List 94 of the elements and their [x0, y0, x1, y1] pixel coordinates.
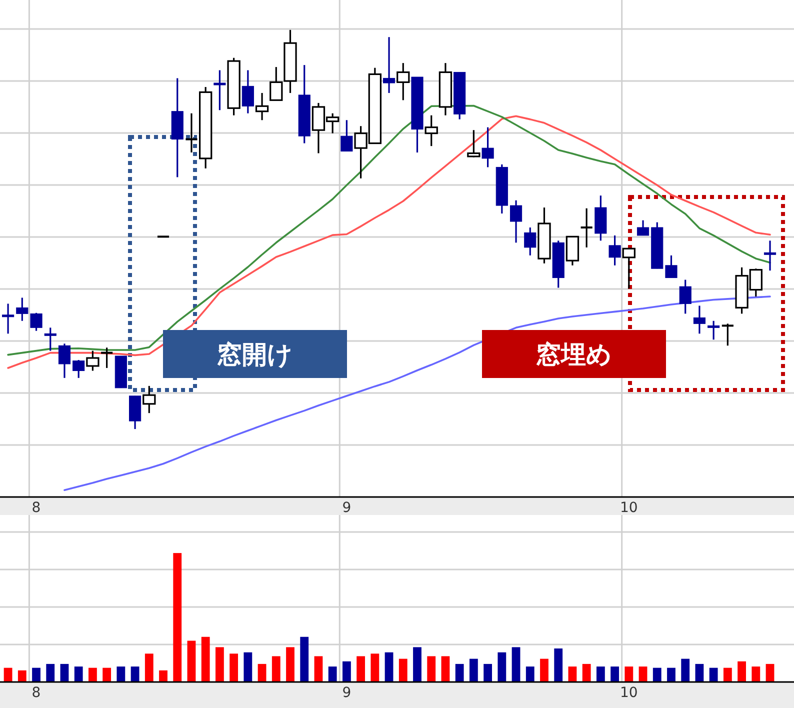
bar: [596, 666, 605, 682]
candlestick: [396, 62, 410, 101]
candlestick: [44, 326, 56, 352]
candlestick: [665, 254, 678, 279]
candlestick: [622, 248, 636, 290]
bar: [766, 664, 774, 682]
bar: [610, 666, 619, 682]
bar: [201, 636, 210, 682]
bar: [554, 648, 563, 682]
bar: [723, 668, 732, 682]
bar: [427, 656, 436, 682]
candlestick: [100, 346, 114, 369]
candlestick: [214, 69, 226, 111]
candlestick: [467, 129, 480, 158]
bar: [484, 664, 492, 682]
bar: [74, 666, 83, 682]
candlestick: [340, 119, 353, 152]
bar: [681, 658, 690, 682]
bar: [667, 668, 676, 682]
candlestick: [242, 69, 254, 114]
bar: [244, 652, 252, 682]
x-tick-label: 10: [620, 685, 638, 701]
candlestick: [708, 320, 720, 340]
bar: [455, 664, 464, 682]
bar: [328, 666, 337, 682]
note-label: 窓開け: [163, 330, 347, 378]
bar: [314, 656, 323, 682]
candlestick: [636, 219, 650, 236]
bar: [102, 668, 112, 682]
candlestick: [679, 278, 692, 314]
bar: [441, 656, 450, 682]
bar: [230, 654, 238, 682]
bar: [144, 654, 154, 682]
bar: [498, 652, 506, 682]
bar: [4, 668, 12, 682]
bar: [272, 656, 280, 682]
bar: [116, 666, 126, 682]
candlestick: [482, 126, 494, 168]
candlestick: [382, 36, 396, 94]
bar: [32, 668, 40, 682]
bar: [638, 666, 648, 682]
bar: [60, 664, 69, 682]
bar: [540, 658, 548, 682]
bar: [624, 666, 634, 682]
bar: [652, 668, 662, 682]
bar: [752, 666, 760, 682]
candlestick: [720, 322, 734, 346]
bar: [216, 647, 224, 682]
bar: [413, 647, 422, 682]
candlestick: [510, 200, 522, 244]
candlestick: [2, 302, 14, 334]
x-tick-label: 10: [620, 500, 638, 516]
bar: [187, 640, 196, 682]
bar: [300, 636, 309, 682]
candlestick: [142, 385, 156, 414]
annotation: 窓開け: [217, 340, 293, 369]
candlestick: [86, 350, 100, 372]
bar: [526, 666, 534, 682]
bar: [286, 647, 294, 682]
bar: [18, 670, 26, 682]
candlestick: [693, 304, 706, 334]
candlestick: [424, 114, 438, 147]
bar: [258, 664, 266, 682]
bar: [159, 670, 168, 682]
x-tick-label: 9: [342, 500, 352, 516]
bar: [469, 658, 478, 682]
bar: [88, 668, 97, 682]
bar: [582, 664, 591, 682]
bar: [695, 664, 704, 682]
bar: [130, 666, 140, 682]
candlestick: [608, 234, 621, 266]
bar: [568, 666, 577, 682]
candlestick: [255, 92, 269, 121]
bar: [356, 656, 366, 682]
bar: [173, 553, 182, 682]
bar: [342, 661, 351, 682]
bar: [398, 658, 408, 682]
x-tick-label: 8: [32, 685, 41, 701]
candlestick: [72, 359, 85, 379]
candlestick: [58, 342, 71, 379]
candlestick: [566, 236, 580, 266]
bar: [370, 654, 380, 682]
x-tick-label: 9: [342, 685, 352, 701]
candlestick: [524, 226, 536, 256]
candlestick: [764, 240, 776, 272]
bar: [738, 661, 746, 682]
annotation: 窓埋め: [536, 340, 612, 369]
note-label: 窓埋め: [482, 330, 666, 378]
x-tick-label: 8: [32, 500, 41, 516]
bar: [384, 652, 394, 682]
candlestick: [580, 208, 594, 248]
bar: [709, 668, 718, 682]
bar: [46, 664, 55, 682]
bar: [512, 647, 520, 682]
